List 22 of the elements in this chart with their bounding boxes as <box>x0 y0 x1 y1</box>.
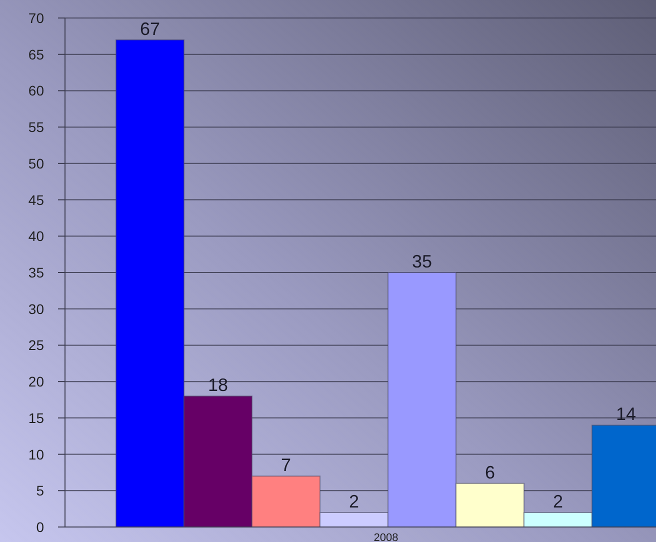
y-tick-label: 10 <box>28 446 44 462</box>
y-tick-label: 60 <box>28 82 44 99</box>
data-label: 67 <box>140 18 160 39</box>
data-label: 2 <box>348 491 360 512</box>
y-tick-label: 30 <box>28 300 44 317</box>
y-tick-label: 5 <box>36 482 44 499</box>
y-tick-label: 70 <box>28 10 44 26</box>
y-tick-label: 40 <box>28 228 44 244</box>
y-tick-label: 35 <box>28 264 44 280</box>
x-tick-label: 2008 <box>374 532 398 542</box>
y-tick-label: 45 <box>28 192 44 208</box>
y-tick-label: 0 <box>36 518 44 535</box>
y-tick-label: 50 <box>28 155 44 172</box>
data-label: 2 <box>552 491 564 512</box>
y-tick-label: 15 <box>28 410 44 426</box>
y-tick-label: 55 <box>28 119 44 136</box>
y-tick-label: 20 <box>28 374 44 390</box>
y-tick-label: 65 <box>28 46 44 62</box>
data-label: 35 <box>412 252 432 272</box>
y-tick-label: 25 <box>28 337 44 354</box>
data-label: 6 <box>484 462 496 482</box>
data-label: 7 <box>280 455 292 476</box>
